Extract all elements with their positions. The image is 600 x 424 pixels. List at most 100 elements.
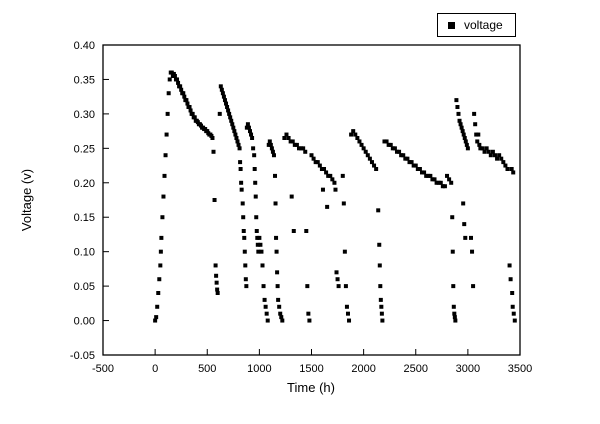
data-point <box>291 229 296 233</box>
data-point <box>320 187 325 192</box>
data-point <box>252 153 257 158</box>
data-point <box>328 173 333 178</box>
data-point <box>325 204 330 209</box>
data-point <box>232 129 237 134</box>
x-tick-label: 3500 <box>508 363 532 375</box>
data-point <box>176 80 181 85</box>
data-point <box>242 235 247 240</box>
x-tick-label: 0 <box>152 363 158 375</box>
data-point <box>458 122 463 127</box>
data-point <box>238 167 243 171</box>
data-point <box>214 280 219 285</box>
data-point <box>453 318 458 323</box>
data-point <box>447 177 452 182</box>
data-point <box>266 142 271 147</box>
data-point <box>185 101 190 106</box>
data-point <box>374 167 379 171</box>
data-point <box>172 74 177 78</box>
data-point <box>377 263 382 268</box>
data-point <box>195 120 200 125</box>
data-point <box>303 149 308 154</box>
data-point <box>359 142 364 147</box>
data-point <box>254 215 259 220</box>
data-point <box>290 139 295 144</box>
data-point <box>155 304 160 309</box>
data-point <box>386 142 391 147</box>
data-point <box>184 98 189 103</box>
data-point <box>442 184 447 189</box>
x-tick-label: 2000 <box>351 363 375 375</box>
data-point <box>436 180 441 185</box>
data-point <box>158 263 163 268</box>
data-point <box>509 167 514 171</box>
data-point <box>428 173 433 178</box>
data-point <box>301 146 306 151</box>
legend: voltage <box>437 13 516 37</box>
data-point <box>378 297 383 302</box>
data-point <box>258 242 263 247</box>
data-point <box>294 142 299 147</box>
data-point <box>469 235 474 240</box>
data-point <box>259 249 264 254</box>
data-point <box>228 115 233 120</box>
data-point <box>397 149 402 154</box>
data-point <box>508 277 513 282</box>
data-point <box>267 139 272 144</box>
data-point <box>476 132 481 137</box>
data-point <box>249 132 254 137</box>
data-point <box>461 132 466 137</box>
y-tick-label: 0.30 <box>74 109 95 121</box>
data-point <box>217 111 222 116</box>
data-point <box>238 160 243 165</box>
data-point <box>480 146 485 151</box>
data-point <box>284 132 289 137</box>
data-point <box>361 146 366 151</box>
data-point <box>369 160 374 165</box>
data-point <box>461 201 466 206</box>
data-point <box>490 149 495 154</box>
x-tick-label: 2500 <box>404 363 428 375</box>
legend-marker-square <box>448 21 455 29</box>
data-point <box>451 304 456 309</box>
data-point <box>247 129 252 134</box>
data-point <box>456 111 461 116</box>
data-point <box>171 71 176 76</box>
data-point <box>162 173 167 178</box>
data-point <box>221 94 226 99</box>
y-tick-label: 0.20 <box>74 178 95 190</box>
data-point <box>236 142 241 147</box>
data-point <box>462 222 467 227</box>
data-point <box>322 167 327 171</box>
data-point <box>376 208 381 213</box>
data-point <box>355 136 360 140</box>
data-point <box>459 125 464 130</box>
x-tick-label: 3000 <box>456 363 480 375</box>
data-point <box>340 173 345 178</box>
data-point <box>279 315 284 320</box>
data-point <box>407 160 412 165</box>
data-point <box>210 136 215 140</box>
data-point <box>501 160 506 165</box>
data-point <box>215 287 220 292</box>
plot-frame <box>102 44 521 356</box>
data-point <box>440 184 445 189</box>
data-point <box>214 273 219 278</box>
data-point <box>399 153 404 158</box>
y-tick-label: 0.05 <box>74 281 95 293</box>
data-point <box>230 122 235 127</box>
data-point <box>213 263 218 268</box>
data-point <box>251 146 256 151</box>
data-point <box>274 235 279 240</box>
data-point <box>392 146 397 151</box>
data-point <box>512 318 517 323</box>
data-point <box>255 242 260 247</box>
data-point <box>305 284 310 289</box>
data-point <box>341 201 346 206</box>
data-point <box>411 163 416 168</box>
data-point <box>205 129 210 134</box>
data-point <box>367 156 372 161</box>
data-point <box>380 318 385 323</box>
data-point <box>451 284 456 289</box>
